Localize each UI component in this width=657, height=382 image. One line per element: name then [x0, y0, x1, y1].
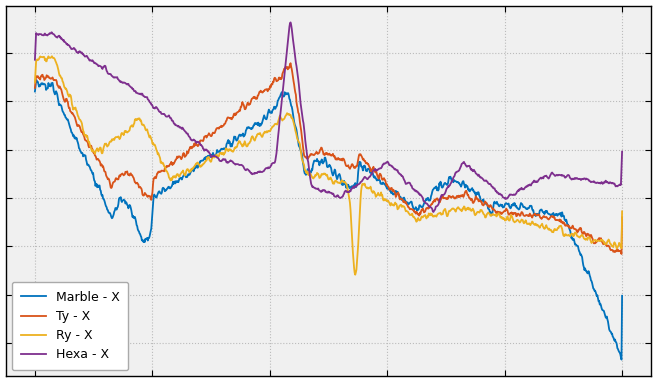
Marble - X — [33, 78, 41, 83]
Ty - X — [489, 206, 497, 211]
Ty - X — [269, 82, 277, 87]
Marble - X — [269, 107, 277, 112]
Hexa - X — [286, 20, 294, 25]
Hexa - X — [618, 149, 626, 154]
Hexa - X — [501, 196, 509, 201]
Ty - X — [435, 197, 443, 202]
Ty - X — [500, 209, 508, 214]
Ry - X — [290, 122, 298, 127]
Marble - X — [618, 293, 626, 298]
Line: Hexa - X: Hexa - X — [35, 23, 622, 212]
Hexa - X — [430, 210, 438, 214]
Ty - X — [618, 215, 626, 220]
Ry - X — [501, 216, 509, 221]
Hexa - X — [31, 57, 39, 62]
Line: Marble - X: Marble - X — [35, 80, 622, 359]
Hexa - X — [490, 186, 498, 191]
Marble - X — [500, 205, 508, 209]
Ry - X — [618, 209, 626, 214]
Marble - X — [489, 205, 497, 210]
Hexa - X — [91, 61, 99, 65]
Hexa - X — [436, 199, 443, 203]
Marble - X — [31, 89, 39, 94]
Ry - X — [31, 80, 39, 85]
Ry - X — [351, 272, 359, 277]
Marble - X — [91, 184, 99, 188]
Marble - X — [290, 120, 298, 124]
Ry - X — [436, 211, 443, 216]
Hexa - X — [269, 161, 277, 165]
Ty - X — [91, 153, 99, 158]
Ty - X — [290, 82, 298, 87]
Hexa - X — [290, 46, 298, 50]
Marble - X — [435, 187, 443, 192]
Ty - X — [618, 252, 625, 256]
Ry - X — [91, 150, 99, 154]
Ry - X — [490, 212, 498, 217]
Legend: Marble - X, Ty - X, Ry - X, Hexa - X: Marble - X, Ty - X, Ry - X, Hexa - X — [12, 282, 128, 370]
Ty - X — [286, 61, 294, 65]
Line: Ty - X: Ty - X — [35, 63, 622, 254]
Marble - X — [618, 357, 625, 362]
Line: Ry - X: Ry - X — [35, 56, 622, 275]
Ry - X — [48, 54, 56, 58]
Ty - X — [31, 86, 39, 90]
Ry - X — [269, 125, 277, 129]
